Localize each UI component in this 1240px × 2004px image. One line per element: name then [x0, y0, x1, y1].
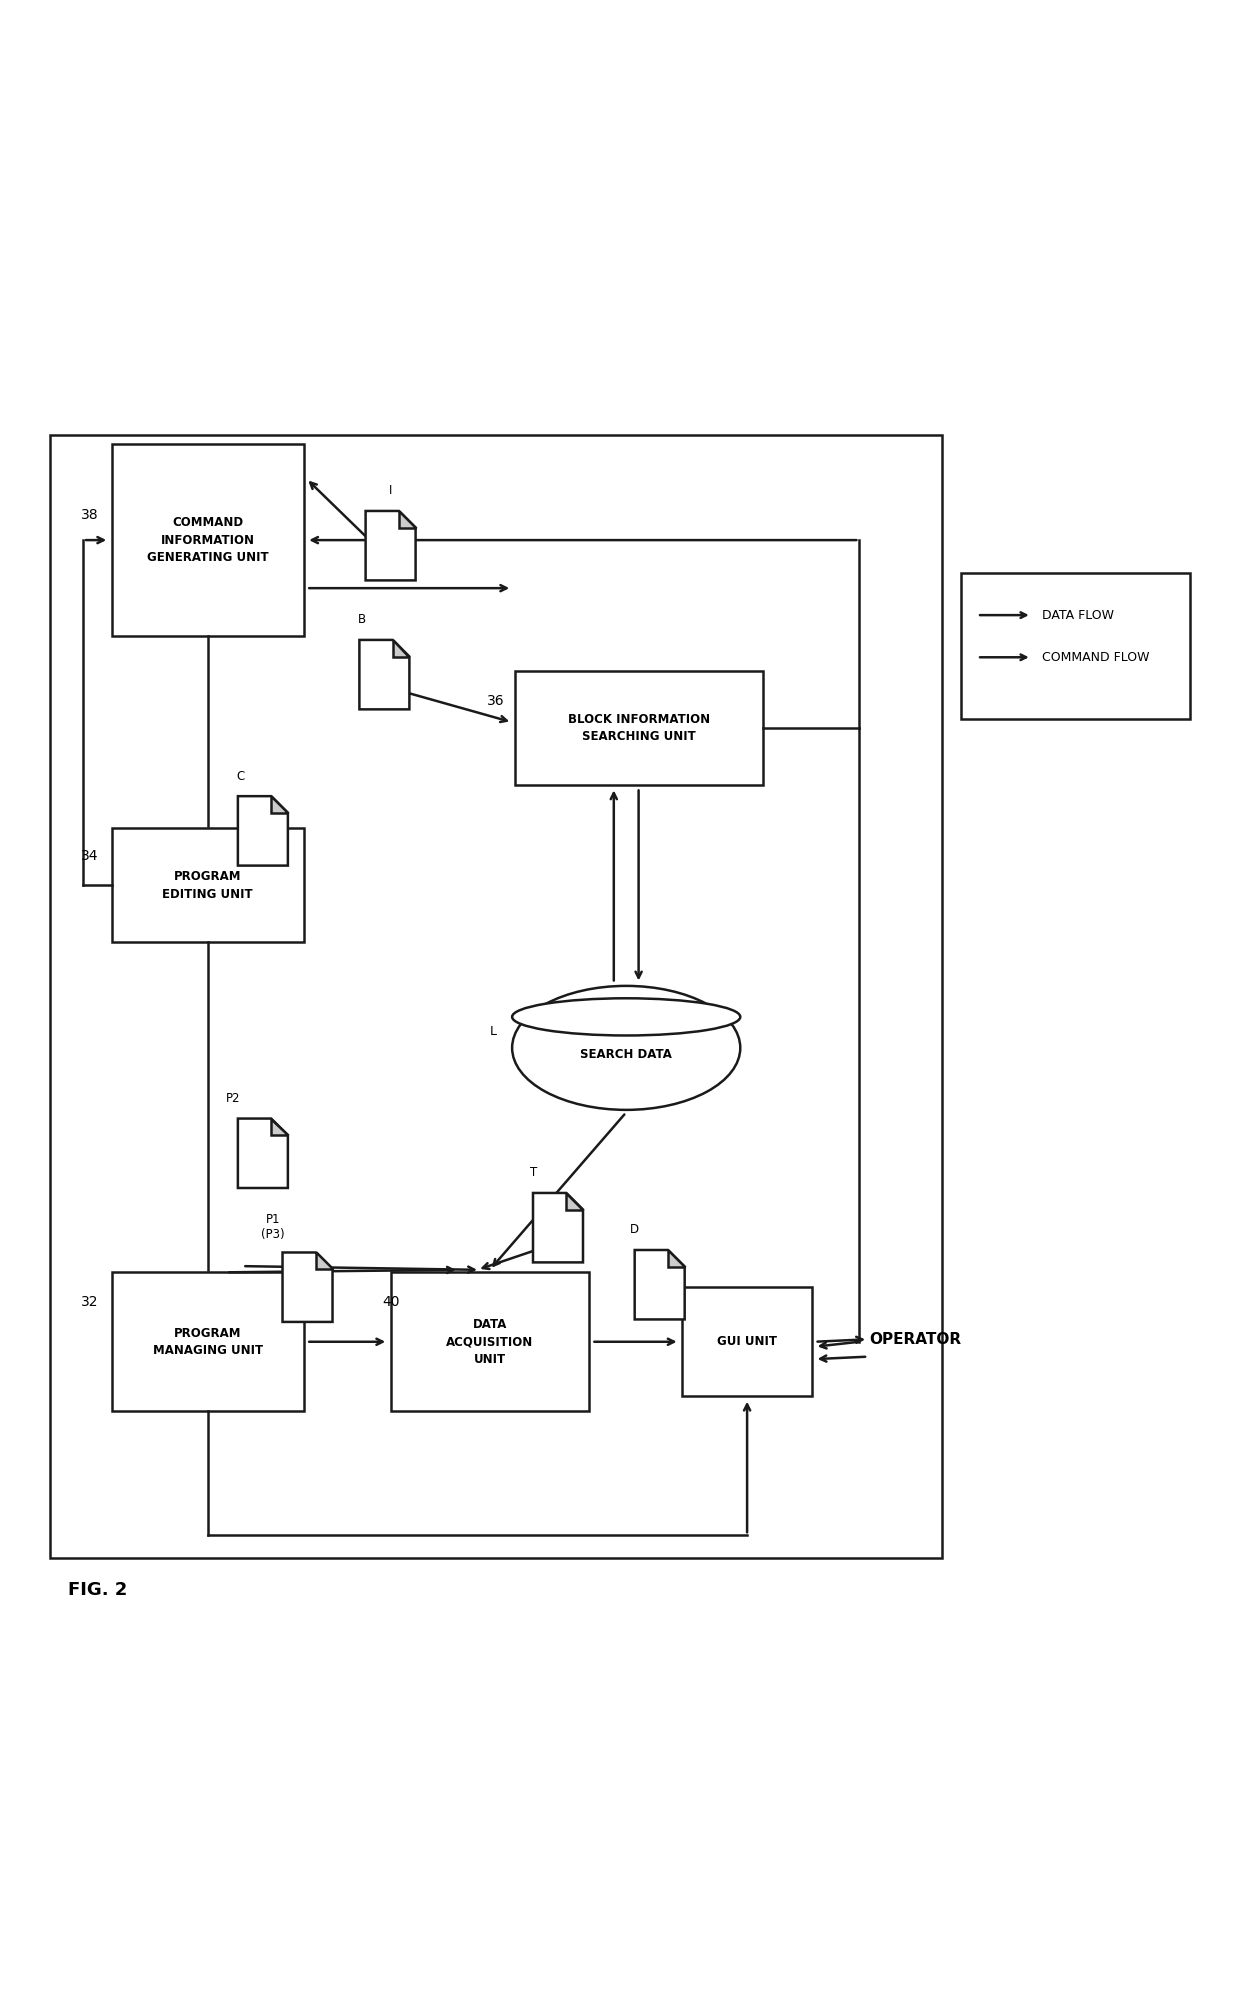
Polygon shape [393, 639, 409, 657]
Polygon shape [366, 511, 415, 581]
Text: COMMAND
INFORMATION
GENERATING UNIT: COMMAND INFORMATION GENERATING UNIT [146, 517, 269, 563]
FancyBboxPatch shape [515, 671, 763, 786]
Polygon shape [238, 1118, 288, 1188]
Text: C: C [237, 770, 244, 782]
Text: 32: 32 [81, 1295, 98, 1309]
Polygon shape [668, 1250, 684, 1267]
FancyBboxPatch shape [961, 573, 1190, 719]
Text: SEARCH DATA: SEARCH DATA [580, 1048, 672, 1060]
Text: 24: 24 [655, 1295, 672, 1309]
Text: DATA
ACQUISITION
UNIT: DATA ACQUISITION UNIT [446, 1319, 533, 1367]
Polygon shape [360, 639, 409, 709]
Text: 36: 36 [487, 693, 505, 707]
FancyBboxPatch shape [112, 828, 304, 942]
Polygon shape [283, 1252, 332, 1323]
Polygon shape [316, 1252, 332, 1269]
Polygon shape [238, 796, 288, 866]
Text: OPERATOR: OPERATOR [869, 1333, 961, 1347]
Text: 40: 40 [382, 1295, 399, 1309]
Text: B: B [358, 613, 366, 627]
Text: BLOCK INFORMATION
SEARCHING UNIT: BLOCK INFORMATION SEARCHING UNIT [568, 713, 709, 743]
Polygon shape [635, 1250, 684, 1319]
Polygon shape [272, 1118, 288, 1134]
FancyBboxPatch shape [391, 1273, 589, 1411]
Text: PROGRAM
MANAGING UNIT: PROGRAM MANAGING UNIT [153, 1327, 263, 1357]
Text: GUI UNIT: GUI UNIT [717, 1335, 777, 1349]
Text: 38: 38 [81, 507, 98, 521]
Text: 34: 34 [81, 848, 98, 862]
Polygon shape [533, 1192, 583, 1263]
Polygon shape [567, 1192, 583, 1210]
Polygon shape [399, 511, 415, 527]
Text: I: I [389, 485, 392, 497]
Text: T: T [529, 1166, 537, 1178]
Text: D: D [630, 1222, 640, 1236]
Text: PROGRAM
EDITING UNIT: PROGRAM EDITING UNIT [162, 870, 253, 900]
Text: L: L [490, 1026, 497, 1038]
Text: COMMAND FLOW: COMMAND FLOW [1042, 651, 1149, 663]
Text: P1
(P3): P1 (P3) [260, 1212, 285, 1240]
FancyBboxPatch shape [682, 1287, 812, 1397]
Polygon shape [272, 796, 288, 814]
FancyBboxPatch shape [112, 445, 304, 635]
Text: P2: P2 [226, 1092, 241, 1104]
Ellipse shape [512, 986, 740, 1110]
FancyBboxPatch shape [112, 1273, 304, 1411]
Ellipse shape [512, 998, 740, 1036]
Text: DATA FLOW: DATA FLOW [1042, 609, 1114, 621]
Text: FIG. 2: FIG. 2 [68, 1581, 128, 1599]
